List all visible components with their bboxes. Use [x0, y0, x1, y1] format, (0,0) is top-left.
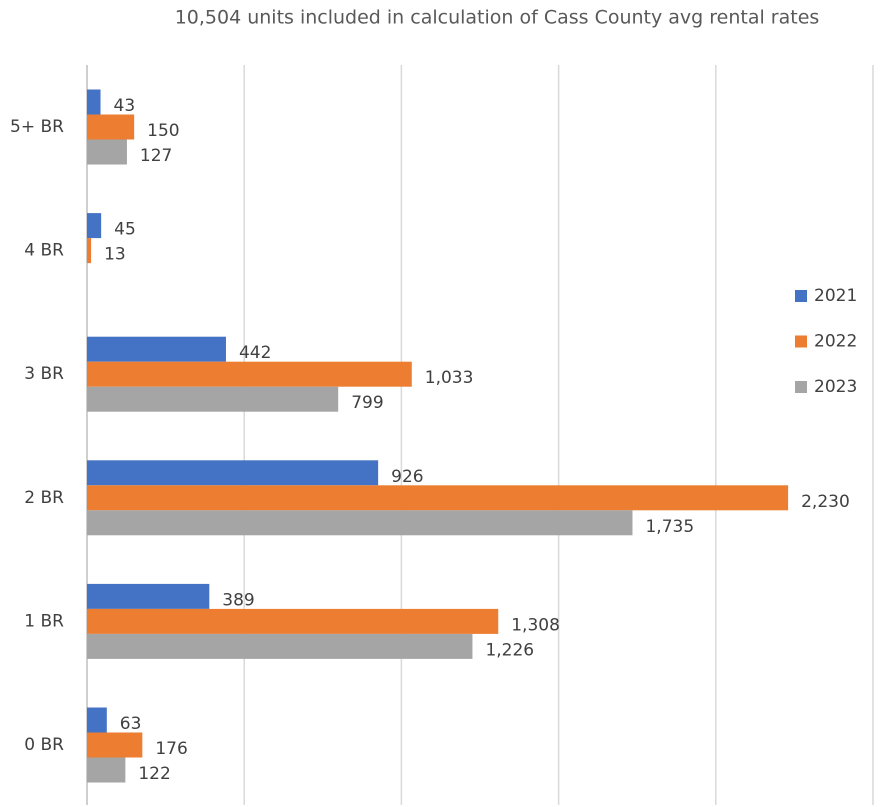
legend-label: 2021 [814, 286, 857, 306]
bar [87, 460, 379, 486]
data-label: 1,735 [645, 517, 694, 537]
bar [87, 213, 102, 239]
data-label: 13 [104, 245, 126, 265]
data-label: 122 [138, 764, 170, 784]
bar [87, 510, 633, 536]
bar [87, 707, 107, 733]
bar [87, 89, 101, 115]
bar [87, 238, 92, 264]
bar [87, 361, 412, 387]
data-label: 150 [147, 121, 179, 141]
bar [87, 139, 127, 165]
bar [87, 336, 226, 362]
bar [87, 114, 135, 140]
data-label: 176 [155, 739, 187, 759]
y-tick-label: 0 BR [24, 735, 64, 755]
chart-title: 10,504 units included in calculation of … [175, 7, 820, 29]
data-label: 127 [140, 146, 172, 166]
data-label: 926 [391, 467, 423, 487]
data-label: 389 [222, 590, 254, 610]
bar [87, 633, 473, 659]
data-label: 2,230 [801, 492, 850, 512]
legend-swatch [795, 381, 807, 393]
data-label: 43 [114, 96, 136, 116]
legend-label: 2023 [814, 377, 857, 397]
data-label: 442 [239, 343, 271, 363]
legend-swatch [795, 290, 807, 302]
legend-swatch [795, 335, 807, 348]
y-tick-label: 3 BR [24, 364, 64, 384]
legend-label: 2022 [814, 332, 857, 352]
data-label: 63 [120, 714, 142, 734]
bar [87, 608, 499, 634]
data-label: 1,226 [485, 640, 534, 660]
bar [87, 386, 339, 412]
bar [87, 732, 143, 758]
data-label: 1,033 [425, 368, 474, 388]
data-label: 799 [351, 393, 383, 413]
y-tick-label: 2 BR [24, 488, 64, 508]
data-label: 1,308 [511, 615, 560, 635]
y-tick-label: 5+ BR [10, 117, 64, 137]
y-tick-label: 4 BR [24, 241, 64, 261]
bar [87, 485, 789, 511]
y-tick-label: 1 BR [24, 611, 64, 631]
data-label: 45 [114, 220, 136, 240]
bar [87, 757, 126, 783]
bar [87, 583, 210, 609]
